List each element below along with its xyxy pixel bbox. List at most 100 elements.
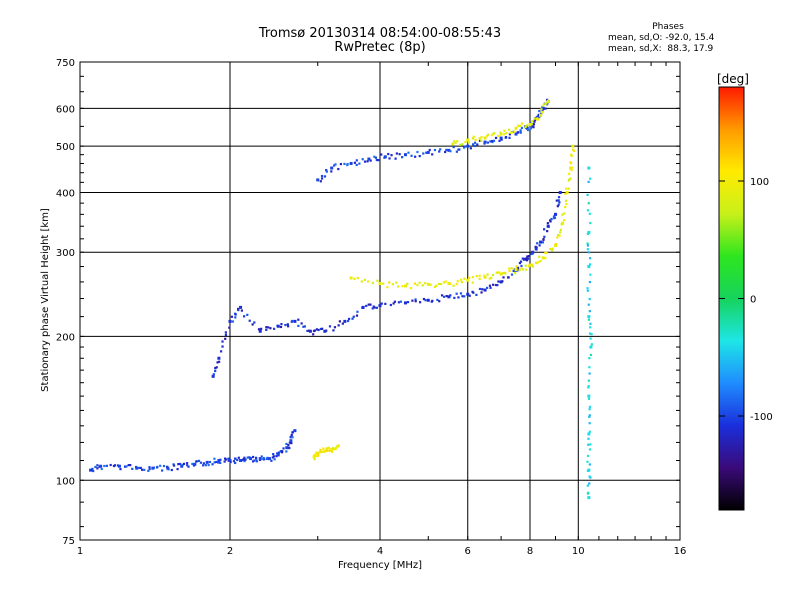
data-point xyxy=(503,133,506,136)
y-tick-label: 200 xyxy=(56,332,75,343)
data-point xyxy=(539,259,542,263)
data-point xyxy=(545,102,548,105)
data-point xyxy=(525,259,529,262)
data-point xyxy=(587,437,590,440)
data-point xyxy=(563,212,566,215)
data-point xyxy=(526,255,529,258)
data-point xyxy=(337,324,340,327)
data-point xyxy=(535,248,538,251)
data-point xyxy=(224,458,228,461)
data-point xyxy=(223,460,226,463)
data-point xyxy=(215,366,218,369)
data-point xyxy=(383,155,387,159)
data-point xyxy=(588,297,591,301)
data-point xyxy=(291,319,294,323)
data-point xyxy=(319,180,322,183)
data-point xyxy=(96,464,99,467)
x-tick-label: 2 xyxy=(227,546,233,557)
data-point xyxy=(478,277,481,280)
data-point xyxy=(147,469,150,472)
data-point xyxy=(499,131,502,134)
data-point xyxy=(127,464,130,467)
data-point xyxy=(483,275,487,279)
data-point xyxy=(323,329,327,333)
y-tick-label: 600 xyxy=(56,104,75,115)
data-point xyxy=(369,303,372,306)
data-point xyxy=(557,196,561,199)
data-point xyxy=(258,329,262,333)
data-point xyxy=(230,315,234,318)
data-point xyxy=(325,329,328,332)
data-point xyxy=(481,288,484,291)
data-point xyxy=(531,263,534,266)
data-point xyxy=(472,135,475,138)
data-point xyxy=(586,248,589,251)
data-point xyxy=(367,157,371,161)
data-point xyxy=(333,326,337,329)
data-point xyxy=(525,124,529,127)
data-point xyxy=(586,209,590,212)
data-point xyxy=(489,286,492,289)
data-point xyxy=(373,155,376,158)
data-point xyxy=(161,469,164,472)
data-point xyxy=(139,466,142,470)
data-point xyxy=(306,329,309,333)
data-point xyxy=(334,163,337,166)
data-point xyxy=(533,120,536,123)
data-point xyxy=(234,316,237,319)
data-point xyxy=(587,315,591,319)
data-point xyxy=(237,456,240,459)
data-point xyxy=(559,228,563,231)
data-point xyxy=(485,286,489,289)
data-point xyxy=(251,323,254,326)
data-point xyxy=(177,463,180,466)
data-point xyxy=(313,329,316,332)
data-point xyxy=(325,449,328,452)
data-point xyxy=(445,294,448,298)
data-point xyxy=(493,132,496,135)
data-point xyxy=(413,282,417,285)
data-point xyxy=(508,269,511,273)
data-point xyxy=(288,441,291,444)
data-point xyxy=(461,143,464,146)
data-point xyxy=(496,271,499,274)
data-point xyxy=(587,397,591,400)
data-point xyxy=(541,241,545,244)
data-point xyxy=(542,238,545,241)
data-point xyxy=(512,269,515,273)
data-point xyxy=(504,135,508,139)
data-point xyxy=(398,153,401,156)
data-point xyxy=(117,464,121,468)
data-point xyxy=(529,127,532,130)
colorbar-label: [deg] xyxy=(717,72,749,86)
data-point xyxy=(503,129,506,132)
data-point xyxy=(422,297,426,301)
data-point xyxy=(325,447,328,450)
data-point xyxy=(148,468,151,471)
data-point xyxy=(565,187,568,190)
data-point xyxy=(588,263,592,266)
data-point xyxy=(587,265,591,269)
data-point xyxy=(129,463,132,467)
data-point xyxy=(282,447,285,450)
data-point xyxy=(467,141,470,144)
data-point xyxy=(234,457,237,460)
data-point xyxy=(478,287,482,291)
data-point xyxy=(333,448,336,451)
data-point xyxy=(229,460,232,464)
data-point xyxy=(155,466,159,469)
data-point xyxy=(540,108,543,111)
data-point xyxy=(327,447,331,450)
data-point xyxy=(546,102,549,105)
data-point xyxy=(219,458,222,461)
data-point xyxy=(463,145,466,148)
y-axis: 75 100 200 300 400 500 600 750 xyxy=(56,58,680,547)
grid-layer xyxy=(80,62,680,540)
data-point xyxy=(265,326,268,329)
data-point xyxy=(545,251,548,255)
x-tick-label: 1 xyxy=(77,546,83,557)
data-point xyxy=(520,126,524,130)
data-point xyxy=(170,468,173,472)
data-point xyxy=(475,293,478,297)
data-point xyxy=(221,340,224,343)
